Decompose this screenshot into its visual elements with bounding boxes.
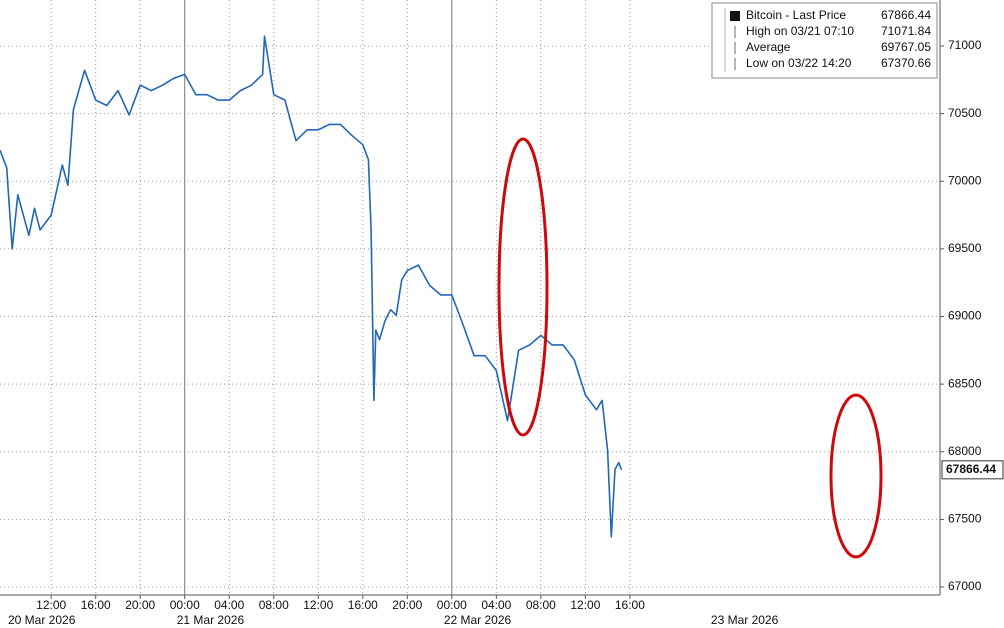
legend-value: 67866.44 — [881, 8, 931, 22]
highlight-ellipse — [829, 393, 883, 559]
x-tick-label: 12:00 — [570, 598, 600, 612]
y-tick-label: 70500 — [948, 106, 982, 120]
x-tick-label: 16:00 — [615, 598, 645, 612]
x-tick-label: 04:00 — [214, 598, 244, 612]
x-tick-label: 08:00 — [259, 598, 289, 612]
legend-value: 67370.66 — [881, 56, 931, 70]
last-price-label: 67866.44 — [946, 462, 996, 476]
x-tick-label: 04:00 — [481, 598, 511, 612]
highlight-ellipse — [497, 137, 549, 437]
legend-label: Average — [746, 40, 791, 54]
y-tick-label: 68000 — [948, 444, 982, 458]
y-tick-label: 67000 — [948, 579, 982, 593]
x-tick-label: 12:00 — [36, 598, 66, 612]
date-label: 23 Mar 2026 — [711, 613, 779, 627]
legend-box — [711, 2, 938, 79]
plot — [0, 35, 623, 538]
date-label: 20 Mar 2026 — [8, 613, 76, 627]
legend-label: Low on 03/22 14:20 — [746, 56, 852, 70]
x-tick-label: 20:00 — [125, 598, 155, 612]
x-tick-label: 00:00 — [437, 598, 467, 612]
price-line — [0, 35, 623, 538]
y-tick-label: 71000 — [948, 38, 982, 52]
legend: Bitcoin - Last Price 67866.44 High on 03/2… — [711, 2, 938, 79]
legend-value: 69767.05 — [881, 40, 931, 54]
legend-value: 71071.84 — [881, 24, 931, 38]
x-tick-label: 16:00 — [81, 598, 111, 612]
grid — [0, 0, 940, 595]
x-tick-label: 12:00 — [303, 598, 333, 612]
y-tick-label: 70000 — [948, 173, 982, 187]
y-tick-label: 68500 — [948, 376, 982, 390]
x-tick-label: 00:00 — [170, 598, 200, 612]
x-tick-label: 08:00 — [526, 598, 556, 612]
y-tick-label: 67500 — [948, 512, 982, 526]
y-tick-label: 69000 — [948, 309, 982, 323]
date-label: 22 Mar 2026 — [444, 613, 512, 627]
legend-label: High on 03/21 07:10 — [746, 24, 854, 38]
x-tick-label: 20:00 — [392, 598, 422, 612]
legend-label: Bitcoin - Last Price — [746, 8, 846, 22]
x-tick-label: 16:00 — [348, 598, 378, 612]
date-label: 21 Mar 2026 — [177, 613, 245, 627]
y-tick-label: 69500 — [948, 241, 982, 255]
last-price-tag — [941, 460, 1004, 480]
legend-swatch — [730, 11, 740, 21]
